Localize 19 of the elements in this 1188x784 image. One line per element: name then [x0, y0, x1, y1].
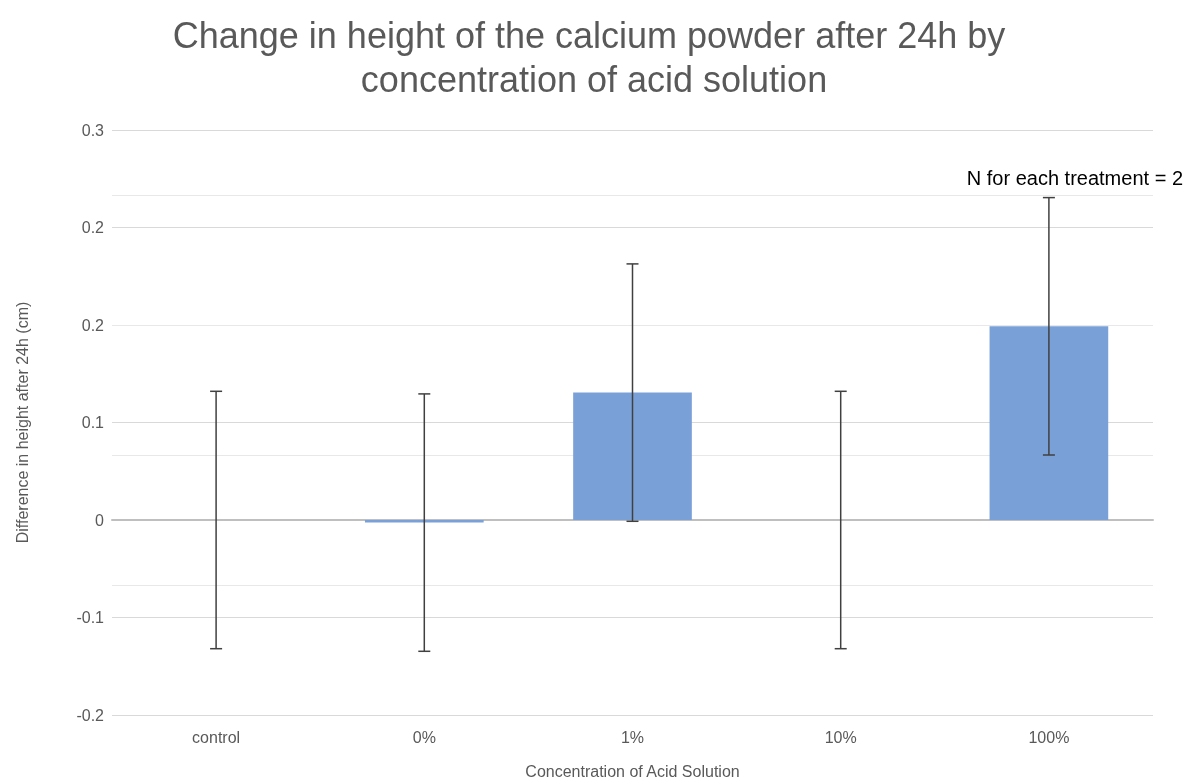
y-tick-label: 0.2: [81, 219, 105, 236]
chart-title: Change in height of the calcium powder after 24h by concentration of acid solution: [172, 14, 1016, 100]
y-tick-label: 0.1: [81, 414, 105, 431]
x-tick-label: 1%: [620, 728, 645, 746]
bar: [989, 326, 1109, 520]
x-tick-label: 0%: [412, 728, 436, 746]
y-tick-label: 0: [95, 511, 105, 529]
bar: [364, 520, 484, 523]
bar: [573, 392, 692, 520]
x-tick-label: control: [192, 728, 241, 746]
y-tick-label: -0.1: [76, 609, 105, 626]
y-tick-label: -0.2: [76, 706, 105, 724]
x-axis-title: Concentration of Acid Solution: [525, 762, 740, 780]
y-tick-label: 0.2: [81, 316, 105, 334]
x-tick-label: 100%: [1028, 728, 1070, 746]
y-axis-title: Difference in height after 24h (cm): [13, 301, 31, 544]
x-tick-label: 10%: [824, 728, 857, 746]
annotation: N for each treatment = 2: [966, 167, 1184, 189]
y-tick-label: 0.3: [81, 121, 105, 139]
